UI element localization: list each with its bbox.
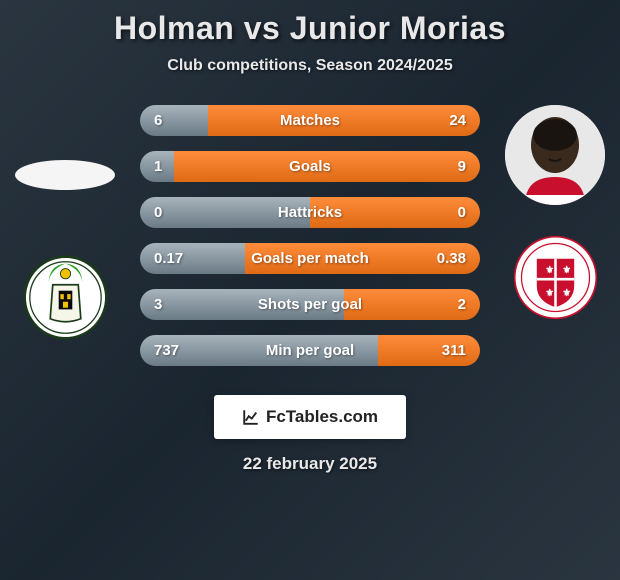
stat-bar: 0.17 Goals per match 0.38 — [140, 243, 480, 274]
left-player-avatar — [15, 160, 115, 190]
stat-right-value: 2 — [426, 296, 466, 313]
comparison-title: Holman vs Junior Morias — [114, 10, 506, 47]
svg-text:⚜: ⚜ — [562, 265, 571, 276]
stat-left-value: 1 — [154, 158, 194, 175]
comparison-subtitle: Club competitions, Season 2024/2025 — [167, 57, 452, 75]
right-player-avatar — [505, 105, 605, 205]
svg-text:⚜: ⚜ — [562, 288, 571, 299]
left-club-badge — [23, 255, 108, 340]
stat-left-value: 3 — [154, 296, 194, 313]
comparison-date: 22 february 2025 — [243, 454, 377, 474]
stat-left-value: 0.17 — [154, 250, 194, 267]
stat-label: Min per goal — [266, 342, 354, 359]
stat-right-value: 311 — [426, 342, 466, 359]
stat-bar: 1 Goals 9 — [140, 151, 480, 182]
stat-label: Matches — [280, 112, 340, 129]
stat-right-value: 9 — [426, 158, 466, 175]
stat-right-value: 0.38 — [426, 250, 466, 267]
stat-bar: 737 Min per goal 311 — [140, 335, 480, 366]
stat-label: Goals per match — [251, 250, 369, 267]
stat-bar: 6 Matches 24 — [140, 105, 480, 136]
svg-text:⚜: ⚜ — [545, 265, 554, 276]
stats-column: 6 Matches 24 1 Goals 9 0 Hattricks 0 0.17 Goals pe… — [120, 105, 500, 375]
stat-right-value: 24 — [426, 112, 466, 129]
stat-left-value: 737 — [154, 342, 194, 359]
stat-left-value: 0 — [154, 204, 194, 221]
svg-text:⚜: ⚜ — [545, 288, 554, 299]
right-club-badge: ⚜ ⚜ ⚜ ⚜ — [513, 235, 598, 320]
left-player-column — [10, 105, 120, 340]
stat-left-value: 6 — [154, 112, 194, 129]
stat-right-value: 0 — [426, 204, 466, 221]
stat-bar: 3 Shots per goal 2 — [140, 289, 480, 320]
stats-icon — [242, 408, 260, 426]
stat-bar: 0 Hattricks 0 — [140, 197, 480, 228]
right-player-column: ⚜ ⚜ ⚜ ⚜ — [500, 105, 610, 320]
stat-label: Hattricks — [278, 204, 342, 221]
brand-text: FcTables.com — [266, 407, 378, 427]
brand-badge[interactable]: FcTables.com — [214, 395, 406, 439]
stat-label: Shots per goal — [258, 296, 362, 313]
stat-label: Goals — [289, 158, 331, 175]
comparison-main: 6 Matches 24 1 Goals 9 0 Hattricks 0 0.17 Goals pe… — [0, 105, 620, 375]
